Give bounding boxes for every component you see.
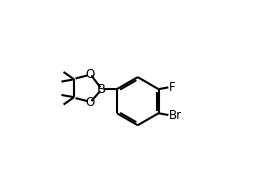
Text: F: F: [169, 81, 176, 94]
Text: B: B: [97, 83, 106, 96]
Text: O: O: [85, 68, 94, 81]
Text: O: O: [85, 96, 94, 109]
Text: Br: Br: [169, 108, 182, 121]
